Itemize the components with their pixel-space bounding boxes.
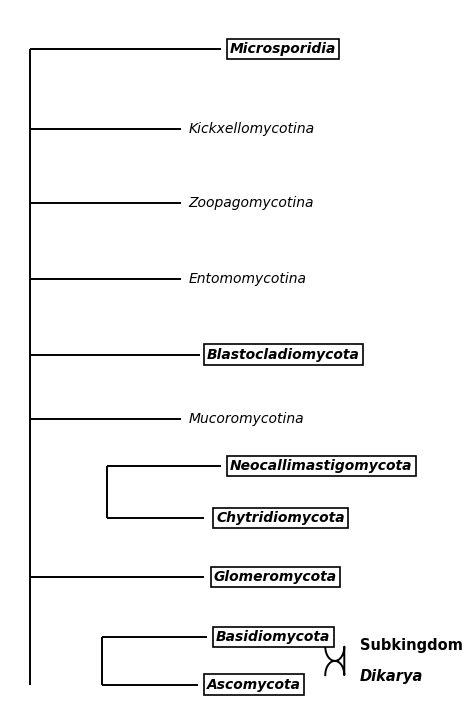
Text: Neocallimastigomycota: Neocallimastigomycota bbox=[230, 459, 412, 473]
Text: Basidiomycota: Basidiomycota bbox=[216, 630, 330, 644]
Text: Chytridiomycota: Chytridiomycota bbox=[216, 510, 345, 525]
Text: Entomomycotina: Entomomycotina bbox=[188, 272, 306, 286]
Text: Zoopagomycotina: Zoopagomycotina bbox=[188, 196, 314, 210]
Text: Kickxellomycotina: Kickxellomycotina bbox=[188, 122, 314, 135]
Text: Ascomycota: Ascomycota bbox=[207, 678, 301, 691]
Text: Dikarya: Dikarya bbox=[360, 669, 423, 683]
Text: Glomeromycota: Glomeromycota bbox=[214, 570, 337, 584]
Text: Subkingdom: Subkingdom bbox=[360, 638, 463, 653]
Text: Mucoromycotina: Mucoromycotina bbox=[188, 412, 304, 426]
Text: Blastocladiomycota: Blastocladiomycota bbox=[207, 347, 360, 362]
Text: Microsporidia: Microsporidia bbox=[230, 42, 337, 56]
